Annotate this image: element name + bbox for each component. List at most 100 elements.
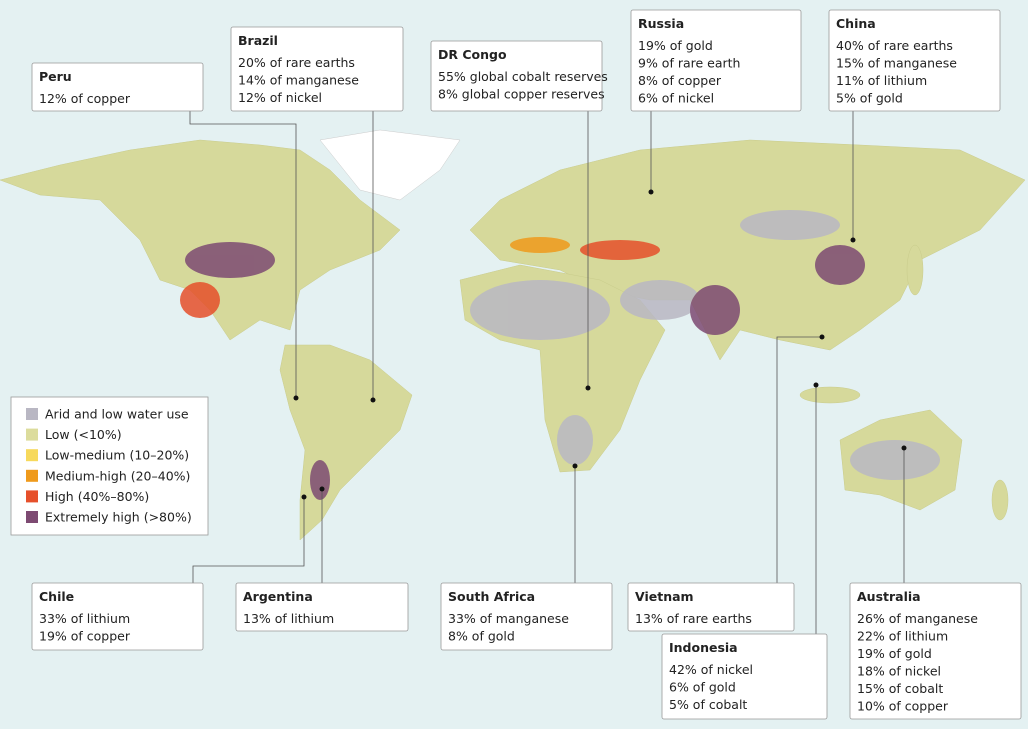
callout-line: 26% of manganese xyxy=(857,611,978,626)
stress-patch xyxy=(180,282,220,318)
location-dot xyxy=(813,382,819,388)
legend-swatch xyxy=(26,408,38,420)
callout-title: Argentina xyxy=(243,589,313,604)
callout-box xyxy=(440,582,613,651)
callout-box xyxy=(31,62,204,112)
location-dot xyxy=(572,463,578,469)
callout-box xyxy=(31,582,204,651)
location-dot xyxy=(901,445,907,451)
location-dot xyxy=(850,237,856,243)
legend-swatch xyxy=(26,449,38,462)
callout-line: 12% of nickel xyxy=(238,90,322,105)
legend-label: High (40%–80%) xyxy=(45,489,149,504)
callout-box xyxy=(627,582,795,632)
callout-line: 22% of lithium xyxy=(857,629,948,644)
location-dot xyxy=(301,494,307,500)
north-america xyxy=(0,139,401,341)
callout-line: 13% of lithium xyxy=(243,611,334,626)
callout-line: 19% of gold xyxy=(857,646,932,661)
callout-title: Peru xyxy=(39,69,72,84)
callout-box xyxy=(430,40,603,112)
new-zealand xyxy=(991,479,1009,521)
location-dot xyxy=(819,334,825,340)
callout-line: 6% of nickel xyxy=(638,91,714,106)
legend-label: Arid and low water use xyxy=(45,407,189,422)
location-dot xyxy=(319,486,325,492)
indonesia xyxy=(799,386,861,404)
callout-title: Russia xyxy=(638,16,684,31)
location-dot xyxy=(585,385,591,391)
legend-box xyxy=(10,396,209,536)
callout-box xyxy=(235,582,409,632)
callout-line: 9% of rare earth xyxy=(638,56,740,71)
callout-box xyxy=(630,9,802,112)
callout-line: 8% of copper xyxy=(638,73,722,88)
callout-line: 12% of copper xyxy=(39,91,131,106)
callout-line: 10% of copper xyxy=(857,699,949,714)
callout-line: 33% of manganese xyxy=(448,611,569,626)
callout-line: 20% of rare earths xyxy=(238,55,355,70)
callout-line: 55% global cobalt reserves xyxy=(438,69,608,84)
callout-line: 15% of manganese xyxy=(836,56,957,71)
callout-line: 19% of gold xyxy=(638,38,713,53)
callout-line: 42% of nickel xyxy=(669,662,753,677)
callout-line: 5% of gold xyxy=(836,91,903,106)
legend-swatch xyxy=(26,428,38,441)
legend-label: Medium-high (20–40%) xyxy=(45,468,190,483)
callout-line: 6% of gold xyxy=(669,680,736,695)
callout-line: 5% of cobalt xyxy=(669,697,747,712)
callout-line: 14% of manganese xyxy=(238,73,359,88)
callout-title: Chile xyxy=(39,589,74,604)
legend-swatch xyxy=(26,511,38,523)
arid-patch xyxy=(620,280,700,320)
arid-patch xyxy=(850,440,940,480)
callout-line: 8% of gold xyxy=(448,629,515,644)
legend-label: Extremely high (>80%) xyxy=(45,510,192,525)
callout-box xyxy=(828,9,1001,112)
callout-title: DR Congo xyxy=(438,47,507,62)
stress-patch xyxy=(815,245,865,285)
arid-patch xyxy=(470,280,610,340)
callout-line: 13% of rare earths xyxy=(635,611,752,626)
callout-box xyxy=(849,582,1022,720)
callout-line: 19% of copper xyxy=(39,629,131,644)
stress-patch xyxy=(580,240,660,260)
callout-line: 40% of rare earths xyxy=(836,38,953,53)
legend: Arid and low water use Low (<10%) Low-medi… xyxy=(10,396,209,536)
arid-patch xyxy=(740,210,840,240)
stress-patch xyxy=(310,460,330,500)
callout-box xyxy=(661,633,828,720)
callout-title: Brazil xyxy=(238,33,278,48)
leader-line xyxy=(776,336,822,583)
callout-title: China xyxy=(836,16,876,31)
location-dot xyxy=(648,189,654,195)
callout-title: Indonesia xyxy=(669,640,738,655)
greenland xyxy=(319,129,461,201)
location-dot xyxy=(370,397,376,403)
callout-line: 11% of lithium xyxy=(836,73,927,88)
callout-title: Australia xyxy=(857,589,921,604)
location-dot xyxy=(293,395,299,401)
callout-box xyxy=(230,26,404,112)
stress-patch xyxy=(690,285,740,335)
japan xyxy=(906,244,924,296)
callout-title: South Africa xyxy=(448,589,535,604)
stress-patches xyxy=(180,210,940,500)
callouts: Peru 12% of copper Brazil 20% of rare earth… xyxy=(31,9,1022,720)
legend-swatch xyxy=(26,490,38,503)
callout-line: 18% of nickel xyxy=(857,664,941,679)
callout-line: 8% global copper reserves xyxy=(438,87,605,102)
legend-swatch xyxy=(26,469,38,482)
stress-patch xyxy=(510,237,570,253)
legend-label: Low-medium (10–20%) xyxy=(45,448,189,463)
callout-title: Vietnam xyxy=(635,589,694,604)
legend-label: Low (<10%) xyxy=(45,427,122,442)
leader-lines xyxy=(189,111,907,634)
stress-patch xyxy=(185,242,275,278)
callout-line: 15% of cobalt xyxy=(857,681,943,696)
arid-patch xyxy=(557,415,593,465)
callout-line: 33% of lithium xyxy=(39,611,130,626)
leader-line xyxy=(189,111,297,398)
leader-line xyxy=(192,497,305,583)
